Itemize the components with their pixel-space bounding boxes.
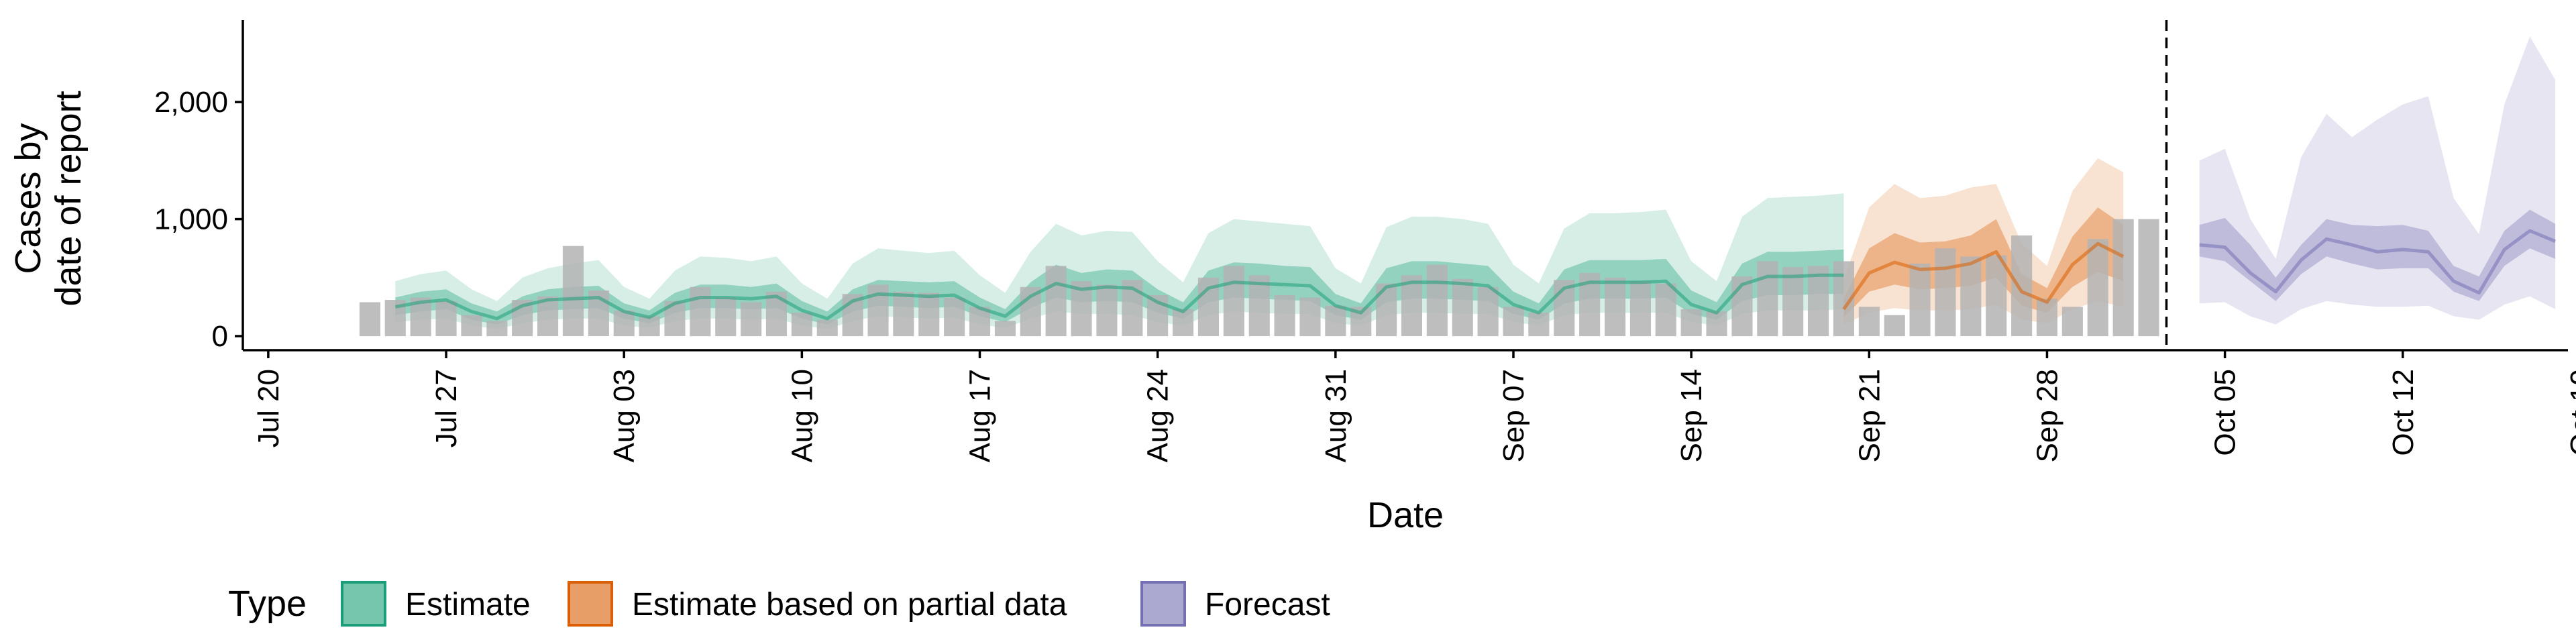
observed-bar [1884,315,1905,337]
observed-bar [1426,264,1448,336]
observed-bar [1706,311,1727,336]
partial-median-line [1842,241,2125,311]
observed-bar [715,297,737,337]
forecast-median-line [2199,229,2557,294]
observed-bar [1376,283,1397,337]
observed-bar [486,321,508,337]
y-tick-label: 2,000 [154,86,228,119]
legend-label: Estimate [405,587,531,623]
x-tick-label: Sep 07 [1497,369,1530,462]
observed-bar [1223,266,1244,337]
observed-bar [562,246,584,336]
observed-bar [2036,299,2057,336]
observed-bar [994,321,1016,337]
observed-bar [1808,266,1829,337]
x-tick-label: Oct 12 [2387,369,2420,456]
legend-title: Type [228,584,307,624]
legend: Type Estimate Estimate based on partial da… [228,581,1330,627]
observed-bar [690,286,711,337]
legend-label: Estimate based on partial data [632,587,1067,623]
observed-bar [893,291,914,337]
legend-key [341,581,386,627]
observed-bar [944,297,965,337]
observed-bar [1528,313,1550,337]
observed-bar [1299,297,1321,337]
observed-bar [1274,295,1295,337]
x-tick-label: Oct 19 [2565,369,2576,456]
x-tick-label: Aug 03 [608,369,641,462]
x-tick-label: Sep 14 [1675,369,1708,462]
legend-key [568,581,613,627]
observed-bar [816,319,838,336]
observed-bar [1401,275,1422,336]
x-tick-label: Jul 20 [252,369,285,447]
observed-bar [1045,266,1067,337]
observed-bar [918,292,940,337]
axes-layer: 0 1,000 2,000 Jul 20 Jul 27 Aug 03 Aug 10 Aug 1… [8,20,2576,535]
x-tick-label: Sep 28 [2031,369,2063,462]
observed-bar [791,313,812,337]
y-tick-label: 0 [212,320,228,353]
x-tick-label: Aug 17 [964,369,997,462]
x-tick-label: Jul 27 [430,369,463,447]
observed-bar [1960,256,1982,336]
observed-bar [1782,267,1804,336]
x-tick-label: Oct 05 [2209,369,2242,456]
observed-bar [2061,307,2083,336]
median-lines-layer [394,229,2557,321]
y-axis-title: Cases bydate of report [8,91,89,306]
observed-bar [435,301,457,336]
observed-bar [2011,235,2033,336]
observed-bar [1757,261,1778,337]
observed-bar [1858,307,1880,336]
x-tick-label: Aug 10 [786,369,818,462]
legend-label: Forecast [1205,587,1330,623]
observed-bar [1477,286,1499,337]
observed-bar [1173,309,1194,336]
observed-bar [2087,239,2108,337]
y-tick-label: 1,000 [154,203,228,236]
observed-bar [1503,307,1524,336]
observed-bar [1680,309,1702,336]
observed-bar [1605,277,1626,336]
observed-bar [1325,305,1346,337]
y-axis-title-line: date of report [48,91,89,306]
observed-bar [1096,284,1118,337]
x-tick-label: Sep 21 [1853,369,1886,462]
observed-bar [1909,263,1931,337]
y-axis-title-line: Cases by [8,123,48,274]
observed-bar [1986,255,2007,337]
observed-bar [1655,283,1676,337]
observed-bar [639,316,660,337]
x-axis-title: Date [1367,495,1444,535]
x-tick-label: Aug 31 [1320,369,1352,462]
observed-bar [741,302,762,337]
observed-bar [1629,281,1651,337]
forecast-outer-band [2199,36,2556,325]
observed-bar [359,302,380,337]
observed-bar [2112,219,2134,337]
legend-key [1140,581,1186,627]
observed-bar [461,315,482,337]
estimate-median-line [394,273,1844,321]
x-tick-label: Aug 24 [1142,369,1175,462]
observed-bar [1935,248,1956,337]
observed-bar [1452,278,1473,337]
observed-bar [2138,219,2159,337]
